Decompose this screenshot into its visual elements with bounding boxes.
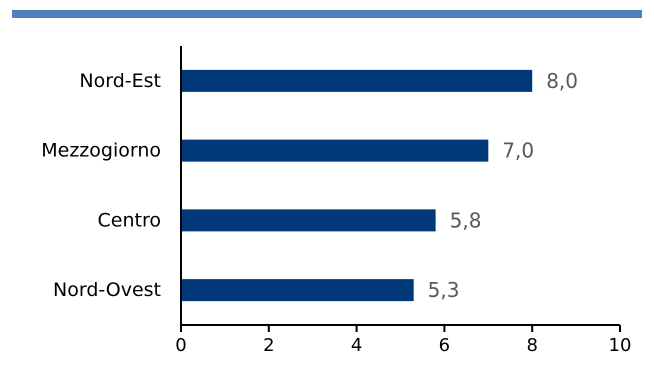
bar-3	[181, 279, 414, 302]
data-label-2: 5,8	[450, 208, 482, 232]
x-tick-label-2: 4	[351, 335, 362, 356]
category-label-3: Nord-Ovest	[53, 279, 161, 301]
bars-layer	[181, 69, 533, 302]
bar-2	[181, 209, 436, 232]
bar-1	[181, 139, 489, 162]
x-tick-label-3: 6	[439, 335, 450, 356]
bar-0	[181, 69, 533, 92]
category-label-1: Mezzogiorno	[41, 140, 161, 162]
data-label-0: 8,0	[546, 69, 578, 93]
x-tick-label-4: 8	[526, 335, 537, 356]
header-rule	[12, 10, 642, 18]
x-tick-label-1: 2	[263, 335, 274, 356]
category-label-0: Nord-Est	[79, 70, 161, 92]
x-tick-label-0: 0	[175, 335, 186, 356]
x-tick-label-5: 10	[609, 335, 632, 356]
data-label-1: 7,0	[502, 139, 534, 163]
category-label-2: Centro	[98, 209, 161, 231]
labels-layer: Nord-Est 8,0 Mezzogiorno 7,0 Centro 5,8 Nord-O…	[41, 69, 631, 356]
x-ticks-layer	[180, 325, 621, 332]
data-label-3: 5,3	[428, 278, 460, 302]
